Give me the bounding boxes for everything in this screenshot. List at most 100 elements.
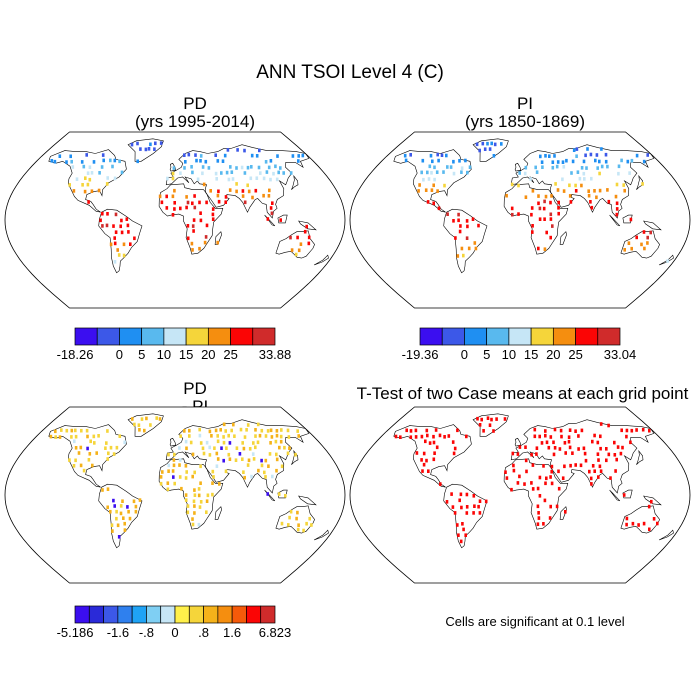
grid-cell xyxy=(512,468,516,473)
grid-cell xyxy=(184,476,188,480)
grid-cell xyxy=(486,416,490,420)
grid-cell xyxy=(569,200,573,204)
grid-cell xyxy=(586,147,589,151)
grid-cell xyxy=(561,160,565,164)
grid-cell xyxy=(569,463,572,468)
grid-cell xyxy=(267,194,271,198)
grid-cell xyxy=(529,177,532,181)
grid-cell xyxy=(270,211,274,216)
grid-cell xyxy=(619,451,623,456)
grid-cell xyxy=(535,452,538,456)
grid-cell xyxy=(227,452,231,457)
grid-cell xyxy=(113,176,117,181)
grid-cell xyxy=(186,224,190,228)
grid-cell xyxy=(120,170,124,175)
grid-cell xyxy=(191,248,194,252)
grid-cell xyxy=(186,504,190,508)
grid-cell xyxy=(530,452,533,457)
grid-cell xyxy=(105,223,109,228)
grid-cell xyxy=(216,159,220,163)
grid-cell xyxy=(158,417,162,421)
grid-cell xyxy=(542,206,546,211)
grid-cell xyxy=(649,230,652,235)
grid-cell xyxy=(60,428,63,432)
grid-cell xyxy=(126,505,129,509)
grid-cell xyxy=(453,511,457,515)
grid-cell xyxy=(74,458,77,463)
new-guinea-coastline xyxy=(298,495,317,506)
grid-cell xyxy=(154,141,157,146)
grid-cell xyxy=(251,452,255,456)
eurasia-coastline xyxy=(510,144,655,219)
grid-cell xyxy=(224,469,228,474)
grid-cell xyxy=(622,183,625,187)
grid-cell xyxy=(643,246,646,251)
grid-cell xyxy=(607,423,610,428)
grid-cell xyxy=(553,427,557,432)
grid-cell xyxy=(198,427,201,432)
grid-cell xyxy=(525,469,528,474)
grid-cell xyxy=(185,446,188,451)
grid-cell xyxy=(549,200,552,205)
colorbar-tick-label: 25 xyxy=(223,347,237,362)
grid-cell xyxy=(467,246,471,251)
grid-cell xyxy=(465,492,469,497)
grid-cell xyxy=(243,475,246,480)
grid-cell xyxy=(202,451,206,456)
grid-cell xyxy=(223,153,227,158)
grid-cell xyxy=(443,435,446,439)
grid-cell xyxy=(87,200,90,204)
grid-cell xyxy=(132,499,136,504)
grid-cell xyxy=(595,195,598,200)
grid-cell xyxy=(131,417,134,421)
world-map-ttest xyxy=(349,406,691,584)
grid-cell xyxy=(516,452,520,456)
colorbar-swatch xyxy=(486,327,510,346)
colorbar-pd: -18.26 0 5 10 15 20 25 33.88 xyxy=(57,327,291,362)
grid-cell xyxy=(222,422,226,427)
grid-cell xyxy=(216,434,219,438)
colorbar-swatch xyxy=(575,327,599,346)
grid-cell xyxy=(109,158,112,163)
grid-cell xyxy=(648,527,651,532)
grid-cell xyxy=(604,159,608,164)
grid-cell xyxy=(465,505,469,509)
grid-cell xyxy=(235,189,238,194)
grid-cell xyxy=(81,183,84,187)
grid-cell xyxy=(549,217,553,221)
grid-cell xyxy=(625,428,629,433)
grid-cell xyxy=(597,458,600,462)
grid-cell xyxy=(225,446,228,450)
grid-cell xyxy=(172,463,176,468)
grid-cell xyxy=(73,439,76,444)
grid-cell xyxy=(269,159,273,163)
grid-cell xyxy=(246,183,249,188)
grid-cell xyxy=(204,235,208,239)
grid-cell xyxy=(271,201,274,205)
grid-cell xyxy=(605,458,608,463)
grid-cell xyxy=(596,166,599,170)
grid-cell xyxy=(648,428,651,433)
grid-cell xyxy=(414,435,418,439)
grid-cell xyxy=(136,159,139,164)
grid-cell xyxy=(83,189,87,194)
grid-cell xyxy=(544,154,547,158)
grid-cells xyxy=(49,416,313,539)
new-guinea-coastline xyxy=(643,220,662,231)
grid-cell xyxy=(510,206,514,211)
grid-cell xyxy=(539,154,542,159)
grid-cell xyxy=(574,463,577,467)
grid-cell xyxy=(193,511,196,515)
grid-cell xyxy=(540,160,544,164)
grid-cell xyxy=(571,451,574,455)
grid-cell xyxy=(551,160,555,164)
grid-cell xyxy=(538,434,541,439)
grid-cell xyxy=(420,434,424,439)
grid-cell xyxy=(472,511,475,515)
grid-cell xyxy=(542,464,545,468)
grid-cell xyxy=(80,160,84,164)
grid-cell xyxy=(537,201,540,206)
grid-cell xyxy=(134,509,138,514)
colorbar-swatch xyxy=(203,605,219,624)
grid-cell xyxy=(582,171,586,176)
